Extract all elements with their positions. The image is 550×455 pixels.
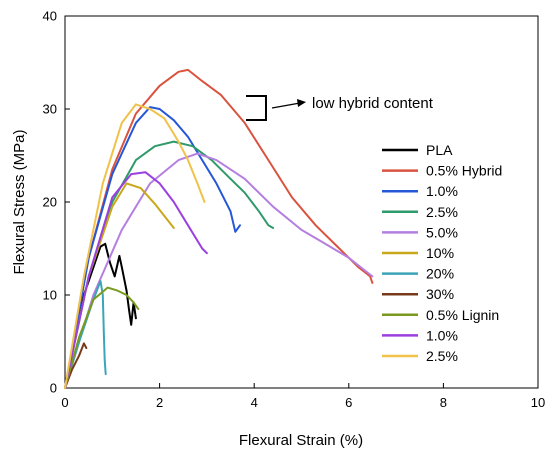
- legend-label: 0.5% Hybrid: [426, 163, 502, 179]
- x-tick-label: 6: [345, 395, 352, 410]
- y-tick-label: 0: [50, 381, 57, 396]
- series-line-0: [64, 242, 137, 389]
- x-tick-label: 8: [440, 395, 447, 410]
- series-line-8: [64, 286, 140, 389]
- annotation-text: low hybrid content: [312, 95, 434, 112]
- annotation: low hybrid content: [246, 95, 434, 121]
- x-tick-label: 4: [251, 395, 258, 410]
- annotation-bracket: [246, 95, 267, 121]
- legend-label: 2.5%: [426, 348, 458, 364]
- legend-label: 1.0%: [426, 183, 458, 199]
- legend-label: 1.0%: [426, 327, 458, 343]
- series-line-2: [64, 106, 241, 389]
- axes: 0 2 4 6 8 10 0 10 20 30 40: [43, 9, 546, 411]
- legend: PLA 0.5% Hybrid 1.0% 2.5% 5.0% 10% 20% 30% 0.5% …: [382, 142, 502, 364]
- x-tick-label: 2: [156, 395, 163, 410]
- series-layer: [64, 68, 374, 389]
- legend-label: 0.5% Lignin: [426, 307, 499, 323]
- series-line-6: [64, 280, 107, 389]
- x-tick-label: 10: [531, 395, 545, 410]
- legend-label: 2.5%: [426, 204, 458, 220]
- series-line-4: [64, 152, 374, 389]
- series-line-10: [64, 103, 206, 389]
- series-line-7: [64, 342, 88, 389]
- y-tick-label: 20: [43, 195, 57, 210]
- legend-label: PLA: [426, 142, 453, 158]
- x-tick-label: 0: [61, 395, 68, 410]
- x-axis-title: Flexural Strain (%): [239, 432, 363, 449]
- annotation-arrow-line: [271, 102, 301, 109]
- series-line-9: [64, 171, 208, 389]
- legend-label: 10%: [426, 245, 454, 261]
- annotation-arrow-head: [297, 99, 306, 107]
- legend-label: 20%: [426, 266, 454, 282]
- series-line-1: [64, 68, 374, 389]
- legend-label: 5.0%: [426, 224, 458, 240]
- legend-label: 30%: [426, 286, 454, 302]
- y-tick-label: 10: [43, 288, 57, 303]
- y-axis-title: Flexural Stress (MPa): [11, 129, 28, 274]
- y-tick-label: 40: [43, 9, 57, 24]
- plot-area: [64, 15, 539, 389]
- y-tick-label: 30: [43, 102, 57, 117]
- series-line-3: [64, 140, 275, 389]
